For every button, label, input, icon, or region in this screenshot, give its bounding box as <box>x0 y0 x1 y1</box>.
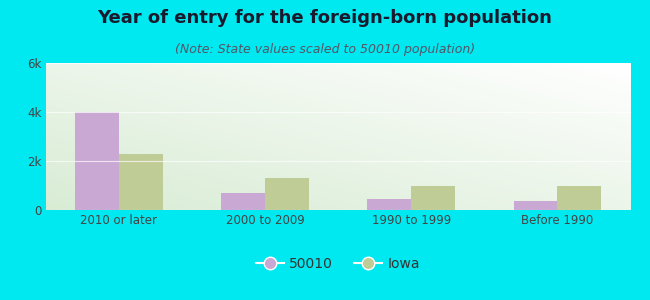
Text: Year of entry for the foreign-born population: Year of entry for the foreign-born popul… <box>98 9 552 27</box>
Legend: 50010, Iowa: 50010, Iowa <box>250 251 426 277</box>
Bar <box>75 112 118 210</box>
Bar <box>367 199 411 210</box>
Bar <box>118 154 162 210</box>
Bar <box>411 185 455 210</box>
Bar <box>221 193 265 210</box>
Bar <box>558 185 601 210</box>
Bar <box>514 201 558 210</box>
Bar <box>265 178 309 210</box>
Text: (Note: State values scaled to 50010 population): (Note: State values scaled to 50010 popu… <box>175 44 475 56</box>
